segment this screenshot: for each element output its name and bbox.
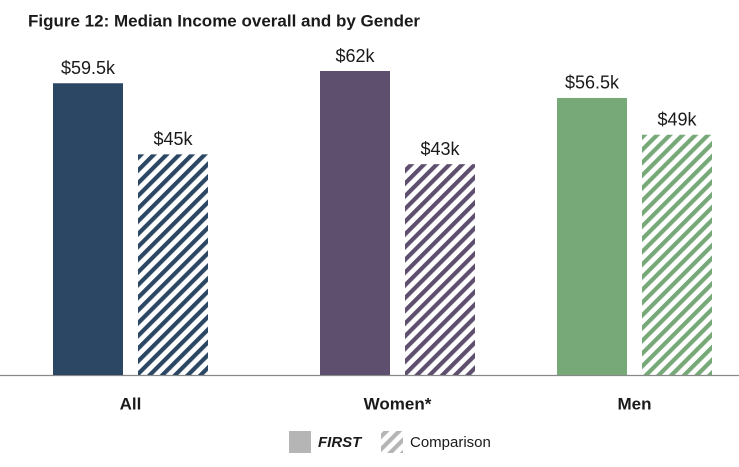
legend-label: FIRST (318, 434, 363, 451)
value-label: $45k (153, 129, 193, 149)
value-label: $56.5k (565, 73, 620, 93)
x-tick-label: Men (618, 394, 652, 413)
legend-swatch (289, 431, 311, 453)
x-tick-label: Women* (364, 394, 432, 413)
value-label: $49k (657, 109, 697, 129)
legend-swatch (381, 431, 403, 453)
bar (320, 71, 390, 375)
x-tick-label: All (120, 394, 142, 413)
chart-title: Figure 12: Median Income overall and by … (28, 11, 420, 30)
bar (557, 97, 627, 375)
value-label: $59.5k (61, 58, 116, 78)
value-label: $62k (335, 46, 375, 66)
bar (405, 164, 475, 375)
bar (138, 154, 208, 375)
bar (642, 134, 712, 375)
legend-label: Comparison (410, 434, 491, 451)
bar (53, 83, 123, 376)
value-label: $43k (420, 139, 460, 159)
